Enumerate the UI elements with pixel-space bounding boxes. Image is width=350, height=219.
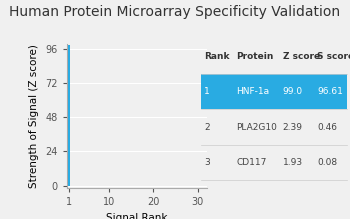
Text: S score: S score: [317, 52, 350, 62]
Text: PLA2G10: PLA2G10: [236, 122, 277, 132]
Y-axis label: Strength of Signal (Z score): Strength of Signal (Z score): [29, 44, 40, 188]
Bar: [201, 74, 346, 110]
Text: Protein: Protein: [236, 52, 273, 62]
Text: 3: 3: [204, 157, 210, 167]
Text: 2.39: 2.39: [282, 122, 303, 132]
Text: 1: 1: [204, 87, 210, 97]
Text: CD117: CD117: [236, 157, 266, 167]
X-axis label: Signal Rank: Signal Rank: [106, 213, 167, 219]
Text: 1.93: 1.93: [282, 157, 303, 167]
Text: 0.46: 0.46: [317, 122, 337, 132]
Text: Z score: Z score: [282, 52, 320, 62]
Text: Rank: Rank: [204, 52, 230, 62]
Text: 99.0: 99.0: [282, 87, 303, 97]
Bar: [68, 45, 70, 185]
Text: HNF-1a: HNF-1a: [236, 87, 269, 97]
Text: 2: 2: [204, 122, 210, 132]
Text: 0.08: 0.08: [317, 157, 337, 167]
Text: 96.61: 96.61: [317, 87, 343, 97]
Text: Human Protein Microarray Specificity Validation: Human Protein Microarray Specificity Val…: [9, 5, 341, 19]
